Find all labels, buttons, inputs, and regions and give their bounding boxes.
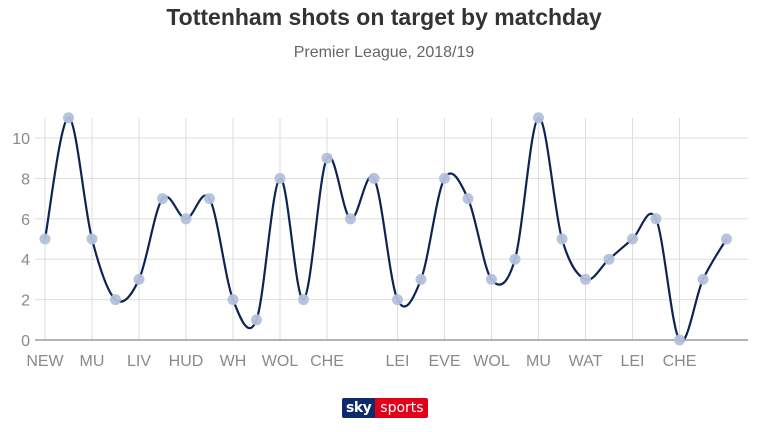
- data-point: [462, 193, 474, 205]
- x-tick-label: CHE: [310, 353, 344, 370]
- x-tick-label: LEI: [385, 353, 409, 370]
- data-point: [180, 213, 192, 225]
- x-tick-label: WOL: [473, 353, 510, 370]
- data-point: [204, 193, 215, 205]
- brand-logo-sports: sports: [375, 398, 428, 418]
- data-point: [133, 273, 145, 285]
- chart-title: Tottenham shots on target by matchday: [166, 4, 602, 30]
- data-point: [556, 233, 568, 245]
- data-point: [251, 314, 262, 326]
- y-tick-label: 10: [12, 131, 30, 148]
- x-tick-label: MU: [526, 353, 551, 370]
- x-tick-label: CHE: [663, 353, 697, 370]
- data-point: [603, 253, 615, 265]
- y-tick-label: 2: [21, 293, 30, 310]
- data-point: [439, 172, 450, 184]
- x-tick-label: MU: [80, 353, 105, 370]
- data-point: [415, 273, 427, 285]
- y-tick-label: 6: [21, 212, 30, 229]
- x-tick-label: WAT: [569, 353, 603, 370]
- x-tick-label: NEW: [26, 353, 64, 370]
- data-point: [39, 233, 51, 245]
- chart-subtitle: Premier League, 2018/19: [293, 44, 475, 61]
- data-point: [392, 294, 403, 306]
- y-tick-label: 0: [21, 333, 30, 350]
- y-tick-label: 4: [21, 252, 30, 269]
- data-point: [674, 334, 685, 346]
- data-point: [650, 213, 662, 225]
- series-line: [43, 116, 728, 343]
- data-point: [274, 172, 286, 184]
- data-point: [533, 112, 544, 124]
- data-point: [110, 294, 121, 306]
- brand-logo-sky: sky: [342, 398, 376, 418]
- data-point: [486, 273, 497, 285]
- data-point: [580, 273, 591, 285]
- data-point: [227, 294, 239, 306]
- data-point: [298, 294, 309, 306]
- data-point: [321, 152, 333, 164]
- x-tick-label: LIV: [127, 353, 151, 370]
- data-point: [368, 172, 380, 184]
- y-tick-label: 8: [21, 171, 30, 188]
- x-tick-label: WH: [220, 353, 247, 370]
- data-point: [697, 273, 709, 285]
- data-point: [157, 193, 168, 205]
- x-tick-label: EVE: [428, 353, 460, 370]
- data-point: [627, 233, 638, 245]
- x-tick-label: HUD: [169, 353, 204, 370]
- data-point: [86, 233, 98, 245]
- sky-sports-logo: sky sports: [342, 398, 428, 418]
- x-tick-label: LEI: [620, 353, 644, 370]
- x-tick-label: WOL: [262, 353, 299, 370]
- data-point: [345, 213, 356, 225]
- data-point: [509, 253, 521, 265]
- data-point: [721, 233, 732, 245]
- data-point: [63, 112, 74, 124]
